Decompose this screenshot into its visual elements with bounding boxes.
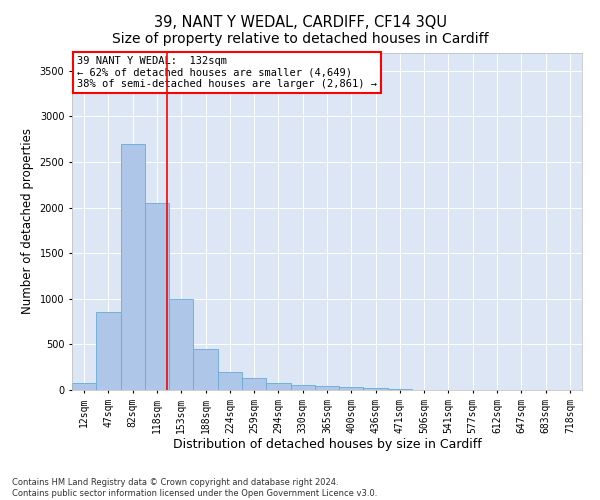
Bar [242, 378, 266, 390]
Bar [218, 372, 242, 390]
Text: 39, NANT Y WEDAL, CARDIFF, CF14 3QU: 39, NANT Y WEDAL, CARDIFF, CF14 3QU [154, 15, 446, 30]
Bar [96, 312, 121, 390]
Text: Size of property relative to detached houses in Cardiff: Size of property relative to detached ho… [112, 32, 488, 46]
Bar [290, 384, 315, 390]
X-axis label: Distribution of detached houses by size in Cardiff: Distribution of detached houses by size … [173, 438, 481, 452]
Y-axis label: Number of detached properties: Number of detached properties [21, 128, 34, 314]
Bar [169, 299, 193, 390]
Bar [145, 203, 169, 390]
Bar [266, 383, 290, 390]
Bar [121, 144, 145, 390]
Text: 39 NANT Y WEDAL:  132sqm
← 62% of detached houses are smaller (4,649)
38% of sem: 39 NANT Y WEDAL: 132sqm ← 62% of detache… [77, 56, 377, 89]
Bar [388, 388, 412, 390]
Bar [193, 349, 218, 390]
Bar [364, 388, 388, 390]
Bar [315, 386, 339, 390]
Bar [339, 388, 364, 390]
Text: Contains HM Land Registry data © Crown copyright and database right 2024.
Contai: Contains HM Land Registry data © Crown c… [12, 478, 377, 498]
Bar [72, 382, 96, 390]
